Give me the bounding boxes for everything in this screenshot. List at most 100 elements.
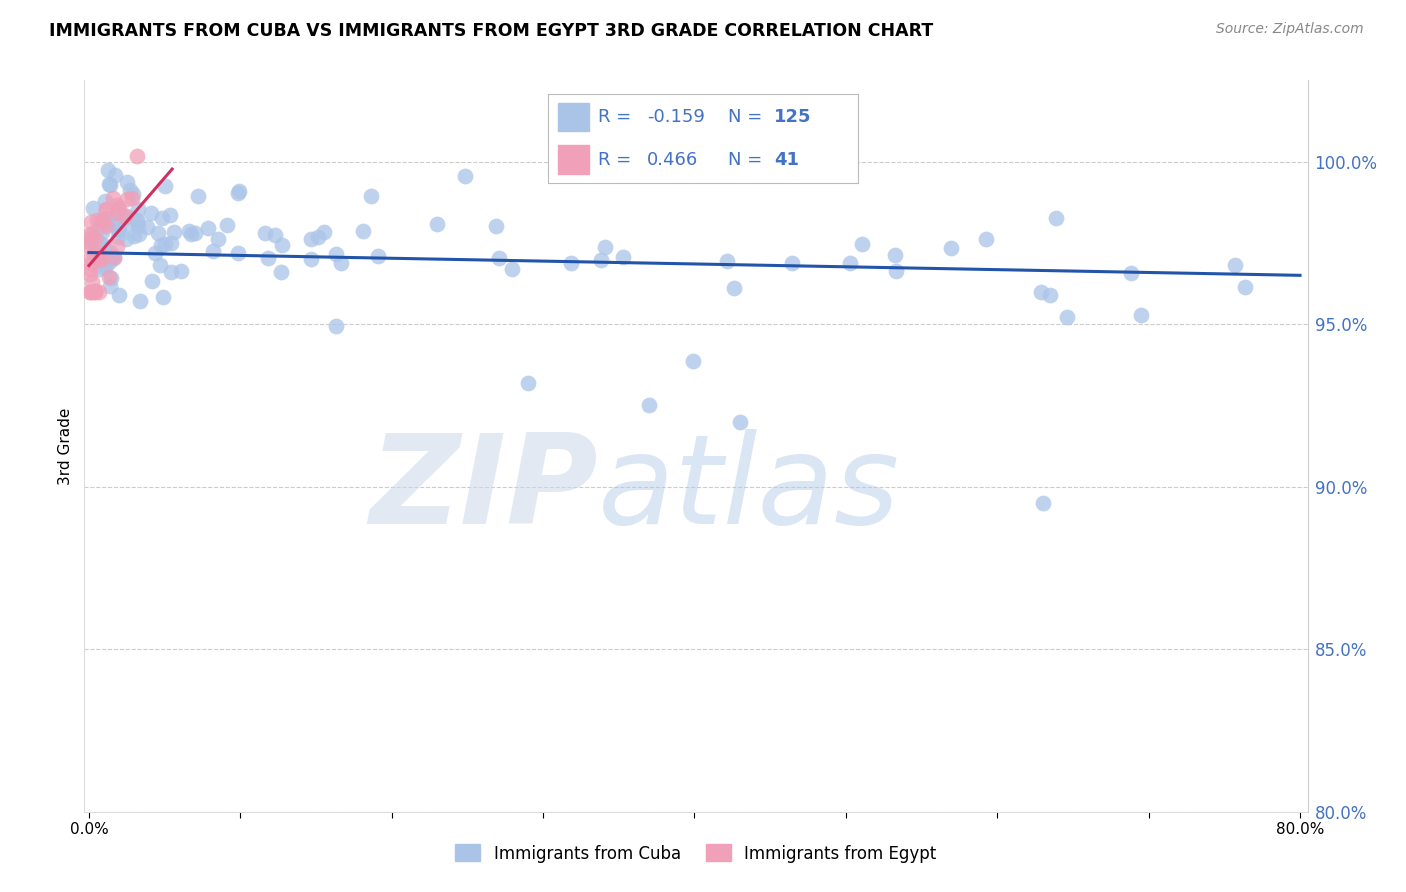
Point — [79, 285, 101, 299]
Point — [115, 210, 138, 224]
Point — [1129, 308, 1152, 322]
Text: 125: 125 — [775, 108, 811, 126]
Text: ZIP: ZIP — [370, 429, 598, 550]
Point — [501, 261, 523, 276]
Y-axis label: 3rd Grade: 3rd Grade — [58, 408, 73, 484]
Point — [103, 251, 125, 265]
Point — [184, 226, 207, 240]
Text: Source: ZipAtlas.com: Source: ZipAtlas.com — [1216, 22, 1364, 37]
Point — [84, 284, 107, 298]
Point — [94, 202, 117, 216]
Point — [114, 209, 136, 223]
Point — [89, 249, 111, 263]
Point — [127, 202, 149, 216]
Text: N =: N = — [728, 108, 768, 126]
Point — [97, 163, 120, 178]
Point — [1119, 266, 1142, 280]
Point — [330, 256, 353, 270]
Point — [485, 219, 508, 234]
Point — [97, 211, 120, 225]
Point — [80, 237, 103, 252]
Point — [207, 232, 229, 246]
Point — [98, 253, 121, 268]
Text: 0.466: 0.466 — [647, 151, 699, 169]
Point — [79, 267, 101, 281]
Point — [104, 216, 127, 230]
Point — [682, 354, 704, 368]
Point — [93, 211, 115, 226]
Point — [612, 250, 634, 264]
Point — [1045, 211, 1067, 225]
Point — [125, 214, 148, 228]
Point — [90, 214, 112, 228]
Point — [79, 234, 101, 248]
Point — [228, 185, 250, 199]
Point — [152, 290, 174, 304]
Bar — [558, 103, 589, 131]
Point — [271, 237, 294, 252]
Point — [560, 256, 582, 270]
Point — [127, 212, 149, 227]
Point — [136, 220, 159, 235]
Point — [228, 245, 250, 260]
Point — [90, 252, 112, 267]
Point — [1039, 288, 1062, 302]
Text: 41: 41 — [775, 151, 799, 169]
Point — [1032, 496, 1054, 510]
Point — [150, 211, 173, 225]
Point — [98, 269, 121, 284]
Point — [83, 233, 105, 247]
Point — [307, 230, 329, 244]
Point — [87, 220, 110, 235]
Point — [159, 265, 181, 279]
Point — [89, 285, 111, 299]
Point — [723, 281, 745, 295]
Point — [160, 235, 183, 250]
Point — [148, 227, 170, 241]
Text: N =: N = — [728, 151, 768, 169]
Point — [974, 232, 997, 246]
Point — [86, 213, 108, 227]
Point — [84, 285, 107, 299]
Point — [107, 223, 129, 237]
Point — [141, 274, 163, 288]
Point — [108, 287, 131, 301]
Point — [82, 275, 104, 289]
Point — [851, 237, 873, 252]
Text: atlas: atlas — [598, 429, 900, 550]
Point — [101, 251, 124, 265]
Point — [84, 244, 107, 259]
Point — [728, 415, 751, 429]
Point — [90, 226, 112, 240]
Point — [127, 149, 149, 163]
Point — [100, 271, 122, 285]
Bar — [558, 145, 589, 174]
Point — [264, 227, 287, 242]
Point — [83, 285, 105, 299]
Point — [115, 217, 138, 231]
Point — [114, 211, 136, 226]
Point — [82, 227, 104, 241]
Point — [299, 232, 322, 246]
Point — [197, 221, 219, 235]
Point — [143, 245, 166, 260]
Point — [367, 249, 389, 263]
Text: -0.159: -0.159 — [647, 108, 706, 126]
Point — [299, 252, 322, 267]
Point — [79, 285, 101, 299]
Point — [93, 260, 115, 274]
Point — [1225, 258, 1247, 272]
Point — [139, 205, 162, 219]
Point — [257, 251, 280, 265]
Point — [91, 251, 114, 265]
Point — [94, 219, 117, 233]
Point — [87, 235, 110, 250]
Point — [780, 256, 803, 270]
Point — [884, 264, 907, 278]
Point — [121, 187, 143, 202]
Point — [217, 219, 239, 233]
Point — [103, 250, 125, 264]
Point — [883, 248, 905, 262]
Point — [89, 245, 111, 260]
Point — [80, 215, 103, 229]
